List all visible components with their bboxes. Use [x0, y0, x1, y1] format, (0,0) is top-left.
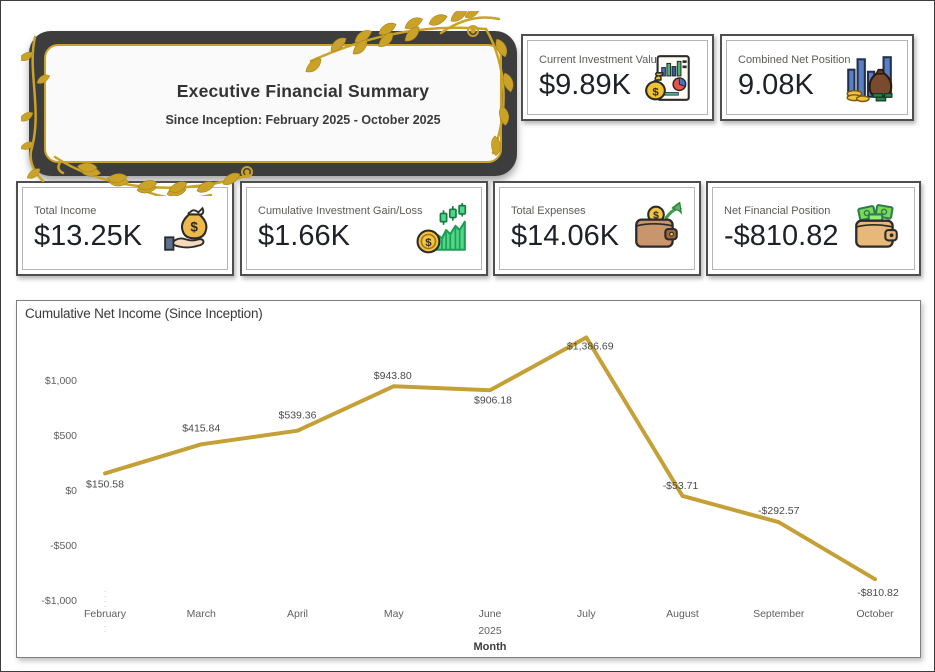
svg-text:2025: 2025: [478, 625, 502, 637]
svg-text:April: April: [287, 608, 308, 620]
svg-text:$: $: [190, 219, 198, 234]
svg-text:$1,000: $1,000: [45, 375, 77, 387]
kpi-card-cumulative-investment-gain-loss[interactable]: Cumulative Investment Gain/Loss $1.66K: [240, 181, 488, 276]
svg-text:$: $: [653, 210, 659, 221]
kpi-value: $14.06K: [511, 219, 620, 252]
svg-text:$: $: [425, 237, 432, 249]
kpi-value: $13.25K: [34, 219, 143, 252]
svg-text:October: October: [856, 608, 894, 620]
cumulative-net-income-chart[interactable]: Cumulative Net Income (Since Inception) …: [16, 300, 921, 658]
svg-text:-$292.57: -$292.57: [758, 505, 800, 517]
wallet-coin-arrow-icon: $: [629, 200, 683, 256]
svg-text:-$1,000: -$1,000: [41, 595, 77, 607]
kpi-value: $9.89K: [539, 68, 631, 101]
kpi-value: -$810.82: [724, 219, 839, 252]
kpi-label: Current Investment Value: [539, 53, 663, 66]
wallet-cash-icon: [849, 202, 903, 256]
bars-money-sack-icon: [842, 51, 896, 105]
kpi-label: Cumulative Investment Gain/Loss: [258, 204, 423, 217]
svg-text:August: August: [666, 608, 699, 620]
kpi-label: Total Income: [34, 204, 97, 217]
chart-plot-area[interactable]: $1,000 $500 $0 -$500 -$1,000 $150.58 $415.84 $5…: [17, 301, 920, 657]
kpi-value: $1.66K: [258, 219, 350, 252]
svg-text:$1,386.69: $1,386.69: [567, 340, 614, 352]
growth-chart-coin-icon: $: [416, 202, 470, 256]
hand-money-bag-icon: $: [162, 202, 216, 256]
svg-text:$: $: [652, 86, 659, 98]
svg-text:March: March: [187, 608, 216, 620]
svg-text:Month: Month: [474, 641, 507, 653]
kpi-card-net-financial-position[interactable]: Net Financial Position -$810.82: [706, 181, 921, 276]
svg-text:$0: $0: [65, 485, 77, 497]
header-card: Executive Financial Summary Since Incept…: [29, 31, 517, 176]
page-subtitle: Since Inception: February 2025 - October…: [165, 112, 441, 127]
svg-text:$500: $500: [54, 430, 78, 442]
kpi-label: Combined Net Position: [738, 53, 851, 66]
svg-text:May: May: [384, 608, 405, 620]
kpi-card-current-investment-value[interactable]: Current Investment Value $9.89K: [521, 34, 714, 121]
svg-text:$943.80: $943.80: [374, 370, 412, 382]
investment-report-icon: $: [642, 51, 696, 105]
svg-text:July: July: [577, 608, 596, 620]
svg-text:June: June: [479, 608, 502, 620]
page-title: Executive Financial Summary: [176, 80, 430, 101]
header-inner-panel: Executive Financial Summary Since Incept…: [44, 44, 502, 163]
svg-text:$906.18: $906.18: [474, 394, 512, 406]
svg-text:-$53.71: -$53.71: [663, 480, 699, 492]
svg-text:-$810.82: -$810.82: [857, 587, 899, 599]
svg-text:$415.84: $415.84: [182, 422, 220, 434]
kpi-card-total-expenses[interactable]: Total Expenses $14.06K $: [493, 181, 701, 276]
svg-text:$539.36: $539.36: [279, 410, 317, 422]
kpi-label: Net Financial Position: [724, 204, 831, 217]
svg-text:$150.58: $150.58: [86, 478, 124, 490]
kpi-label: Total Expenses: [511, 204, 586, 217]
kpi-card-combined-net-position[interactable]: Combined Net Position 9.08K: [720, 34, 914, 121]
svg-text:-$500: -$500: [50, 540, 77, 552]
svg-text:February: February: [84, 608, 127, 620]
chart-title: Cumulative Net Income (Since Inception): [25, 306, 263, 321]
kpi-card-total-income[interactable]: Total Income $13.25K $: [16, 181, 234, 276]
svg-text:September: September: [753, 608, 805, 620]
kpi-value: 9.08K: [738, 68, 814, 101]
